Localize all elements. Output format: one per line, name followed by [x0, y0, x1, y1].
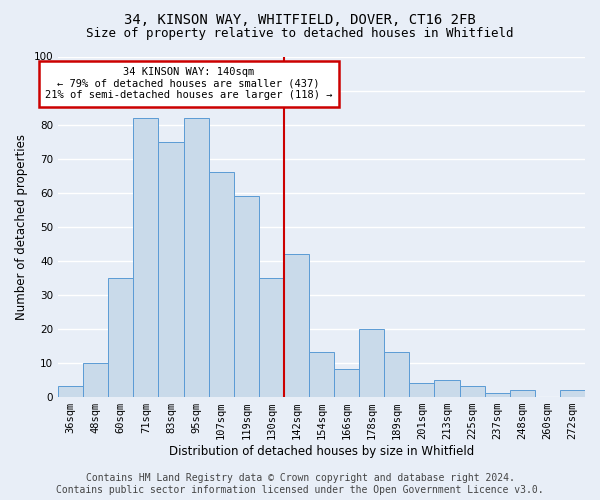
Bar — [58, 386, 83, 396]
Bar — [284, 254, 309, 396]
Bar — [233, 196, 259, 396]
Bar — [409, 383, 434, 396]
Bar — [460, 386, 485, 396]
Bar — [209, 172, 233, 396]
Bar — [384, 352, 409, 397]
Bar — [133, 118, 158, 396]
Bar — [309, 352, 334, 397]
Bar — [158, 142, 184, 396]
Bar — [510, 390, 535, 396]
Bar — [334, 370, 359, 396]
Text: Size of property relative to detached houses in Whitfield: Size of property relative to detached ho… — [86, 28, 514, 40]
Bar — [434, 380, 460, 396]
Bar — [108, 278, 133, 396]
Text: 34 KINSON WAY: 140sqm
← 79% of detached houses are smaller (437)
21% of semi-det: 34 KINSON WAY: 140sqm ← 79% of detached … — [45, 67, 332, 100]
X-axis label: Distribution of detached houses by size in Whitfield: Distribution of detached houses by size … — [169, 444, 474, 458]
Text: 34, KINSON WAY, WHITFIELD, DOVER, CT16 2FB: 34, KINSON WAY, WHITFIELD, DOVER, CT16 2… — [124, 12, 476, 26]
Bar — [359, 328, 384, 396]
Text: Contains HM Land Registry data © Crown copyright and database right 2024.
Contai: Contains HM Land Registry data © Crown c… — [56, 474, 544, 495]
Bar — [259, 278, 284, 396]
Y-axis label: Number of detached properties: Number of detached properties — [15, 134, 28, 320]
Bar — [83, 362, 108, 396]
Bar — [485, 393, 510, 396]
Bar — [184, 118, 209, 396]
Bar — [560, 390, 585, 396]
